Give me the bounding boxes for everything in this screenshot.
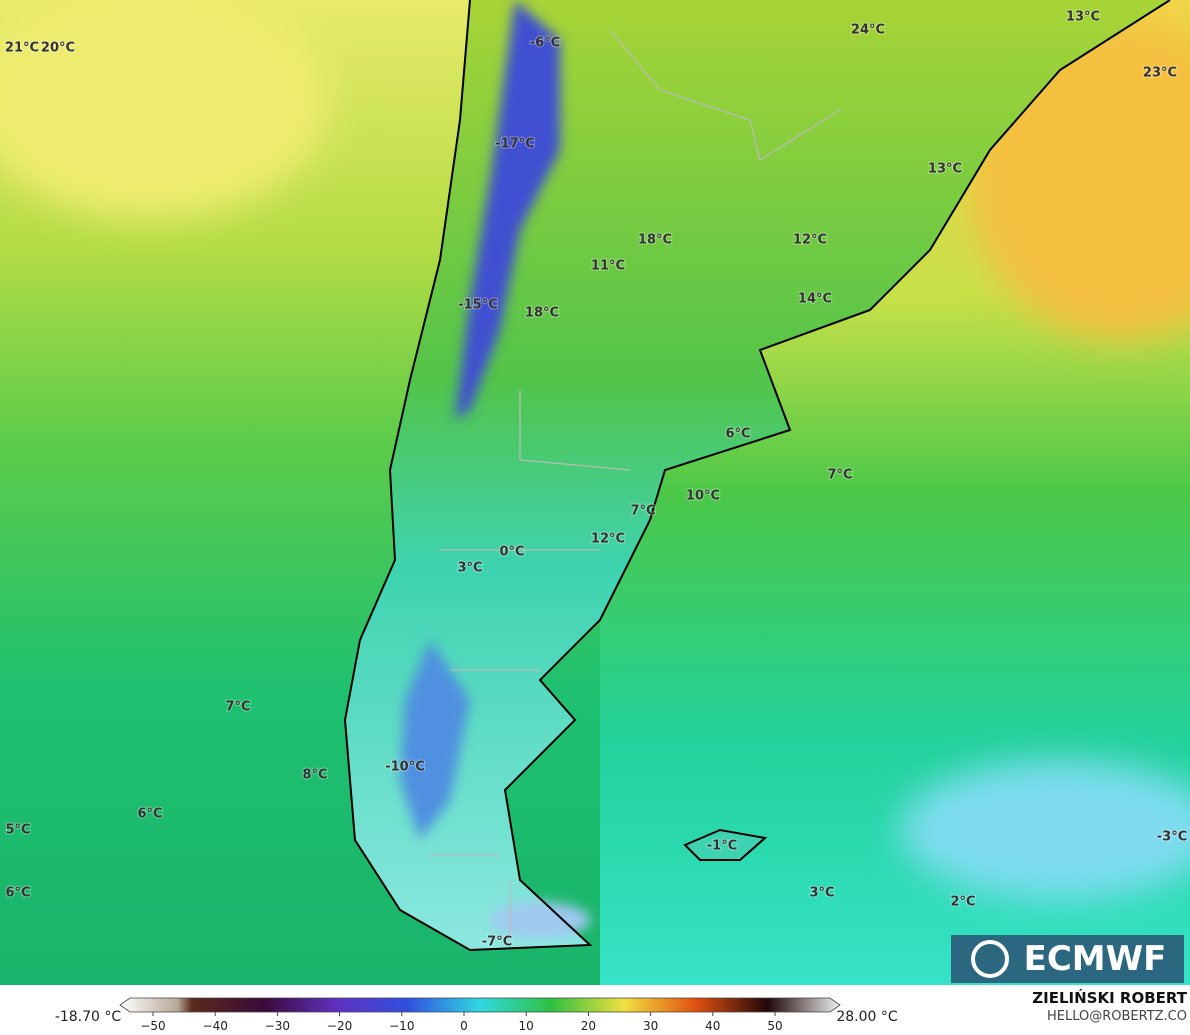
temperature-label: 6°C — [725, 427, 750, 442]
colorbar-tick-label: −40 — [203, 1019, 228, 1033]
temperature-label: 0°C — [499, 545, 524, 560]
temperature-label: 12°C — [591, 532, 625, 547]
colorbar-tick-label: 0 — [460, 1019, 468, 1033]
temperature-label: 14°C — [798, 292, 832, 307]
colorbar-min: -18.70 °C — [55, 1009, 122, 1025]
temperature-label: 2°C — [950, 895, 975, 910]
temperature-label: 12°C — [793, 233, 827, 248]
temperature-label: 13°C — [1066, 10, 1100, 25]
colorbar-tick-label: 10 — [519, 1019, 534, 1033]
colorbar-tick-label: 20 — [581, 1019, 596, 1033]
temperature-label: -17°C — [495, 137, 535, 152]
colorbar-max: 28.00 °C — [836, 1009, 898, 1025]
temperature-label: 18°C — [638, 233, 672, 248]
temperature-label: 18°C — [525, 306, 559, 321]
logo: ECMWF — [1024, 939, 1167, 979]
temperature-label: 6°C — [137, 807, 162, 822]
temperature-label: 7°C — [827, 468, 852, 483]
temperature-label: 23°C — [1143, 66, 1177, 81]
temperature-label: -1°C — [707, 839, 737, 854]
logo-box: ECMWF — [951, 935, 1184, 983]
temperature-label: 24°C — [851, 23, 885, 38]
colorbar-tick-label: −20 — [327, 1019, 352, 1033]
temperature-label: 6°C — [5, 886, 30, 901]
temperature-label: 3°C — [457, 561, 482, 576]
temperature-label: 7°C — [225, 700, 250, 715]
colorbar — [119, 997, 841, 1013]
colorbar-ticks: −50 −40 −30 −20 −10 0 10 20 30 40 50 — [140, 1012, 783, 1033]
temperature-label: 11°C — [591, 259, 625, 274]
temperature-label: 10°C — [686, 489, 720, 504]
temperature-label: 8°C — [302, 768, 327, 783]
temperature-label: 21°C — [5, 41, 39, 56]
colorbar-tick-label: 50 — [767, 1019, 782, 1033]
temperature-label: -6°C — [530, 36, 560, 51]
credit-name: ZIELIŃSKI ROBERT — [1032, 988, 1187, 1007]
credit-email: HELLO@ROBERTZ.CO — [1047, 1009, 1187, 1024]
temperature-label: -3°C — [1157, 830, 1187, 845]
temperature-label: 20°C — [41, 41, 75, 56]
field — [0, 0, 1190, 985]
colorbar-tick-label: −30 — [265, 1019, 290, 1033]
temperature-label: 5°C — [5, 823, 30, 838]
temperature-label: 13°C — [928, 162, 962, 177]
colorbar-tick-label: −50 — [140, 1019, 165, 1033]
temperature-label: -7°C — [482, 935, 512, 950]
temperature-labels: 21°C 20°C -6°C 24°C 13°C 23°C -17°C 13°C 18°C 12°… — [4, 9, 1188, 951]
temperature-label: -15°C — [458, 298, 498, 313]
colorbar-tick-label: −10 — [389, 1019, 414, 1033]
colorbar-tick-label: 40 — [705, 1019, 720, 1033]
colorbar-tick-label: 30 — [643, 1019, 658, 1033]
temperature-label: 7°C — [630, 504, 655, 519]
temperature-label: -10°C — [385, 760, 425, 775]
temperature-label: 3°C — [809, 886, 834, 901]
